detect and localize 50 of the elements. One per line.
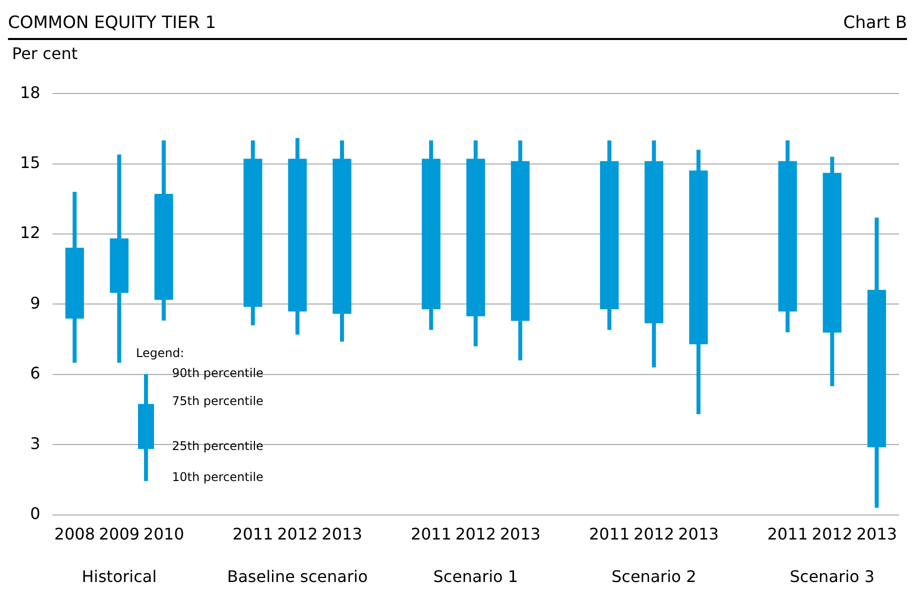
candlestick xyxy=(689,150,708,414)
candlestick xyxy=(466,140,486,346)
candlestick xyxy=(332,140,352,342)
x-tick-label: 2012 xyxy=(455,524,496,544)
x-tick-label: 2010 xyxy=(143,524,184,544)
candlestick xyxy=(154,140,174,321)
y-tick-label: 6 xyxy=(30,364,40,383)
candlestick xyxy=(644,140,664,368)
annotation: 90th percentile xyxy=(172,366,264,380)
x-tick-label: 2012 xyxy=(634,524,674,544)
x-tick-label: 2008 xyxy=(54,524,95,544)
y-tick-label: 3 xyxy=(30,434,40,453)
text: Scenario 2 xyxy=(612,567,696,586)
text: Historical xyxy=(82,567,157,586)
annotation: 75th percentile xyxy=(172,394,264,408)
x-tick-label: 2011 xyxy=(767,524,808,544)
y-axis-title: Per cent xyxy=(12,44,78,63)
text: Scenario 3 xyxy=(790,567,875,586)
annotation: 10th percentile xyxy=(172,470,264,484)
text: Baseline scenario xyxy=(227,567,368,586)
text: Scenario 1 xyxy=(433,567,518,586)
y-tick-label: 18 xyxy=(20,82,40,102)
legend-title: Legend: xyxy=(136,346,186,360)
x-tick-label: 2013 xyxy=(856,524,898,544)
x-tick-label: 2012 xyxy=(812,524,853,544)
candlestick xyxy=(65,192,84,363)
x-tick-label: 2013 xyxy=(678,524,719,544)
y-tick-label: 9 xyxy=(30,293,40,312)
candlestick xyxy=(244,140,262,326)
y-tick-label: 12 xyxy=(20,223,40,242)
x-tick-label: 2013 xyxy=(322,524,362,544)
candlestick xyxy=(867,218,886,508)
y-tick-label: 15 xyxy=(20,152,40,172)
annotation: 25th percentile xyxy=(172,439,264,453)
chart-subtitle: Chart B xyxy=(843,13,907,33)
x-tick-label: 2011 xyxy=(410,524,452,544)
candlestick xyxy=(288,138,307,335)
x-tick-label: 2011 xyxy=(232,524,274,544)
chart-title: COMMON EQUITY TIER 1 xyxy=(8,13,216,33)
x-tick-label: 2011 xyxy=(589,524,630,544)
candlestick xyxy=(110,154,129,363)
x-tick-label: 2012 xyxy=(277,524,318,544)
candlestick xyxy=(778,140,797,332)
candlestick xyxy=(422,140,440,330)
candlestick xyxy=(822,156,842,386)
candlestick xyxy=(510,140,530,360)
candlestick xyxy=(600,140,619,330)
x-tick-label: 2013 xyxy=(500,524,541,544)
x-tick-label: 2009 xyxy=(98,524,140,544)
y-tick-label: 0 xyxy=(30,504,40,523)
